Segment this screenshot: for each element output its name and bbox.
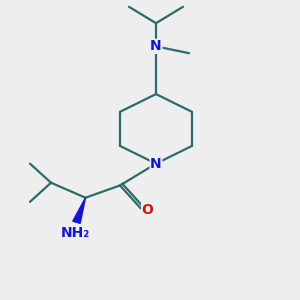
Text: N: N	[150, 39, 162, 53]
Text: NH₂: NH₂	[60, 226, 90, 240]
Text: N: N	[150, 157, 162, 171]
Polygon shape	[73, 198, 85, 224]
Text: O: O	[142, 203, 154, 217]
